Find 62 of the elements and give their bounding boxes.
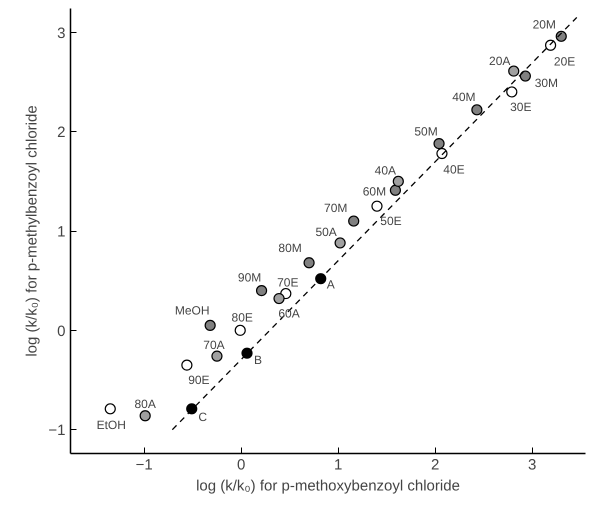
y-tick-label: 2 [57,124,66,142]
annotation: 70E [277,276,298,290]
point [334,237,346,249]
point [433,138,445,150]
point [241,348,253,359]
annotation: 80A [134,396,156,411]
point [204,320,216,331]
annotation: 90E [188,373,210,388]
point [371,200,383,212]
point [186,403,198,414]
annotation: 50M [414,124,438,139]
annotation: 60A [278,306,300,321]
point [104,403,116,414]
point [392,176,404,187]
annotation: 50E [380,214,402,228]
annotation: 70A [203,338,225,352]
point [140,410,151,422]
annotation: 40A [374,163,396,178]
annotation: MeOH [174,303,210,318]
y-tick-label: −1 [48,422,66,440]
x-tick-label: 0 [237,456,246,474]
annotation: 20A [489,54,510,68]
annotation: 40M [452,90,476,104]
x-tick-label: 1 [334,456,342,474]
annotation: 30E [510,100,532,114]
point [471,104,482,116]
annotation: 60M [362,184,386,198]
point [234,324,246,336]
point [211,350,223,362]
annotation: 40E [443,162,465,177]
point [390,184,402,196]
annotation: A [326,278,335,292]
point [303,257,315,268]
annotation: 50A [315,224,337,239]
point [506,86,518,98]
point [273,292,285,304]
point [256,285,268,296]
annotation: EtOH [96,418,126,432]
point [348,215,360,227]
point [181,360,192,371]
point [315,273,326,284]
annotation: B [254,353,262,368]
annotation: 20M [532,17,556,32]
annotation: C [198,410,208,424]
point [556,30,567,42]
annotation: 90M [238,270,262,285]
point [508,65,520,77]
x-tick-label: 2 [431,456,440,474]
x-tick-label: −1 [136,456,153,474]
point [520,70,531,82]
y-tick-label: 3 [57,24,66,42]
y-tick-label: 1 [57,224,66,240]
annotation: 80E [232,310,253,324]
x-axis-title: log (k/k₀) for p-methoxybenzoyl chloride [196,478,460,494]
annotation: 30M [534,76,558,90]
y-tick-label: 0 [57,322,66,340]
y-axis-title: log (k/k₀) for p-methylbenzoyl chloride [23,105,40,357]
annotation: 70M [324,201,348,216]
annotation: 80M [278,240,302,255]
x-tick-label: 3 [528,456,536,474]
annotation: 20E [554,54,576,68]
point [544,40,556,51]
